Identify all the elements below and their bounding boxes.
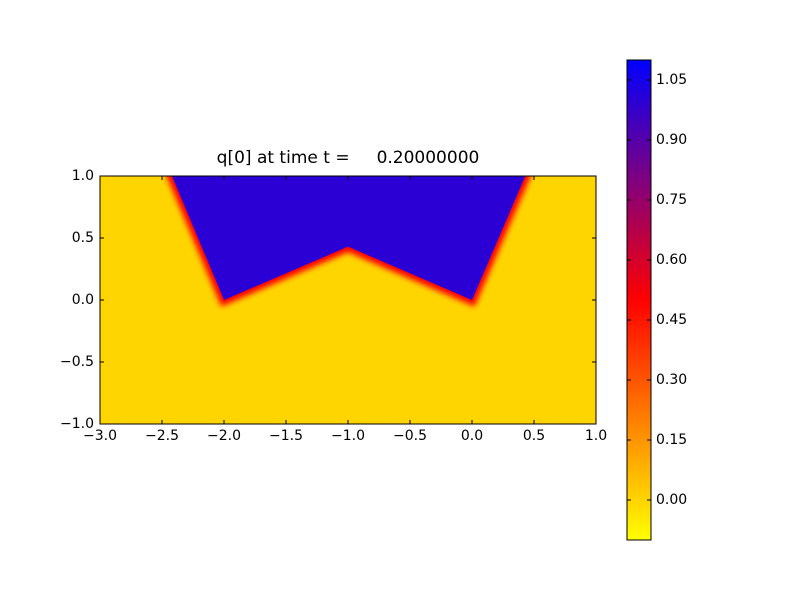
y-tick-label: 1.0 [72, 168, 94, 184]
region [171, 176, 526, 300]
colorbar-tick-label: 0.30 [656, 372, 687, 388]
x-tick-label: −2.5 [145, 428, 179, 444]
colorbar-tick-label: 0.75 [656, 192, 687, 208]
colorbar-tick-label: 0.00 [656, 492, 687, 508]
x-tick-label: 0.0 [461, 428, 483, 444]
x-tick-label: −1.5 [269, 428, 303, 444]
x-tick-label: −3.0 [83, 428, 117, 444]
x-tick-label: −0.5 [393, 428, 427, 444]
colorbar-tick-label: 1.05 [656, 72, 687, 88]
y-tick-label: 0.0 [72, 292, 94, 308]
heatmap [100, 176, 596, 424]
x-tick-label: 1.0 [585, 428, 607, 444]
colorbar-tick-label: 0.60 [656, 252, 687, 268]
colorbar [626, 59, 652, 541]
chart-title: q[0] at time t = 0.20000000 [217, 148, 480, 168]
x-tick-label: 0.5 [523, 428, 545, 444]
colorbar-tick-label: 0.90 [656, 132, 687, 148]
colorbar-tick-label: 0.45 [656, 312, 687, 328]
y-tick-label: 0.5 [72, 230, 94, 246]
y-tick-label: −1.0 [60, 416, 94, 432]
x-tick-label: −1.0 [331, 428, 365, 444]
colorbar-tick-label: 0.15 [656, 432, 687, 448]
x-tick-label: −2.0 [207, 428, 241, 444]
y-tick-label: −0.5 [60, 354, 94, 370]
